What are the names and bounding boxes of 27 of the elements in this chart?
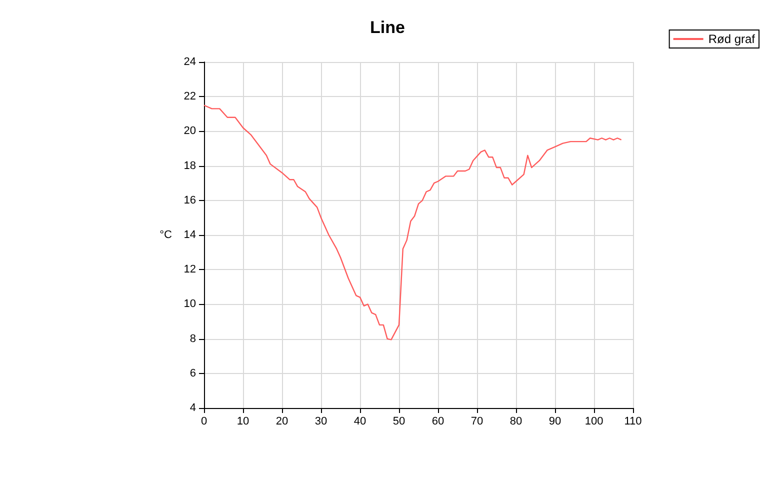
x-tick-label: 10 <box>236 416 250 428</box>
x-tick-label: 60 <box>432 416 444 428</box>
y-tick-label: 8 <box>190 332 196 345</box>
legend-label: Rød graf <box>708 32 756 46</box>
y-tick-label: 18 <box>184 160 196 172</box>
chart-title: Line <box>370 18 405 37</box>
x-tick-label: 70 <box>470 416 484 428</box>
y-tick-label: 24 <box>184 56 196 68</box>
x-tick-label: 110 <box>624 416 642 428</box>
y-axis-title: °C <box>160 229 172 241</box>
x-tick-label: 0 <box>200 416 208 428</box>
x-tick-label: 40 <box>354 416 366 428</box>
x-tick-label: 90 <box>548 416 562 428</box>
y-tick-label: 4 <box>190 402 196 414</box>
y-tick-label: 16 <box>184 194 196 206</box>
y-tick-label: 12 <box>184 264 196 276</box>
x-tick-label: 20 <box>276 416 288 428</box>
x-tick-label: 30 <box>314 416 328 428</box>
y-tick-label: 22 <box>184 90 196 103</box>
x-tick-label: 80 <box>510 416 522 428</box>
line-series <box>203 104 622 340</box>
y-tick-label: 6 <box>190 367 196 380</box>
y-tick-label: 14 <box>184 229 196 241</box>
y-tick-label: 10 <box>184 298 196 310</box>
x-tick-label: 100 <box>584 416 604 428</box>
y-tick-label: 20 <box>184 125 196 138</box>
x-tick-label: 50 <box>392 416 406 428</box>
